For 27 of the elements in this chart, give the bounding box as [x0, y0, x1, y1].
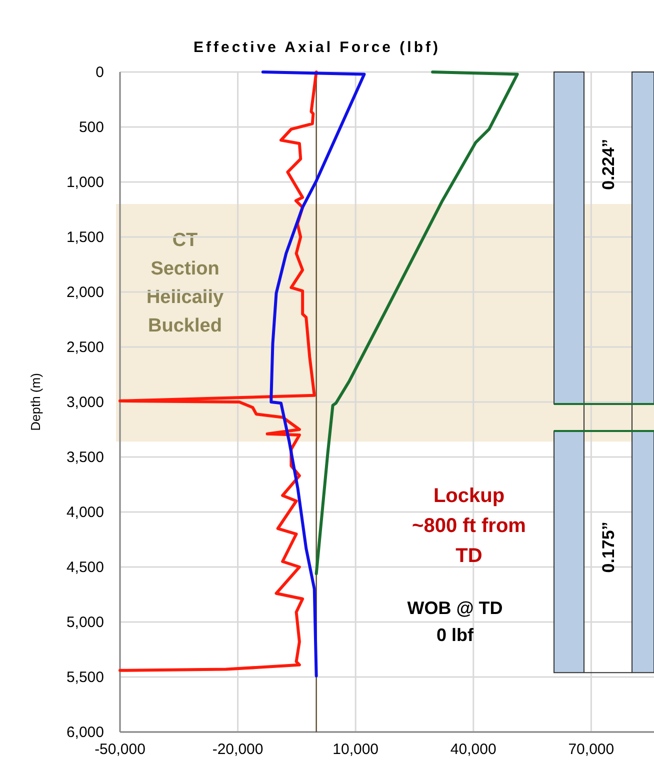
y-tick-label: 500 [78, 119, 104, 136]
y-tick-label: 4,000 [66, 504, 104, 521]
y-tick-label: 1,000 [66, 174, 104, 191]
line-series [261, 70, 366, 678]
x-tick-label: 40,000 [450, 741, 496, 758]
y-tick-label: 1,500 [66, 229, 104, 246]
annotation: 0.175” [599, 522, 618, 573]
y-tick-label: 2,000 [66, 284, 104, 301]
y-axis-title: Depth (m) [28, 373, 43, 431]
annotation: 0.224” [599, 138, 618, 190]
y-tick-label: 2,500 [66, 339, 104, 356]
y-tick-label: 3,500 [66, 449, 104, 466]
chart-title: Effective Axial Force (lbf) [194, 39, 440, 56]
y-tick-label: 3,000 [66, 394, 104, 411]
y-tick-label: 4,500 [66, 559, 104, 576]
line-series [118, 70, 318, 672]
y-tick-label: 6,000 [66, 724, 104, 741]
x-tick-label: -20,000 [212, 741, 264, 758]
y-tick-label: 5,000 [66, 614, 104, 631]
annotation: WOB @ TD 0 lbf [407, 598, 503, 645]
y-tick-label: 5,500 [66, 669, 104, 686]
y-tick-label: 0 [96, 64, 104, 81]
x-tick-label: -50,000 [94, 741, 146, 758]
x-tick-label: 70,000 [568, 741, 614, 758]
x-tick-label: 10,000 [332, 741, 379, 758]
annotation: Lockup ~800 ft from TD [412, 485, 526, 567]
band-label: CT Section Helically Buckled [146, 230, 224, 336]
